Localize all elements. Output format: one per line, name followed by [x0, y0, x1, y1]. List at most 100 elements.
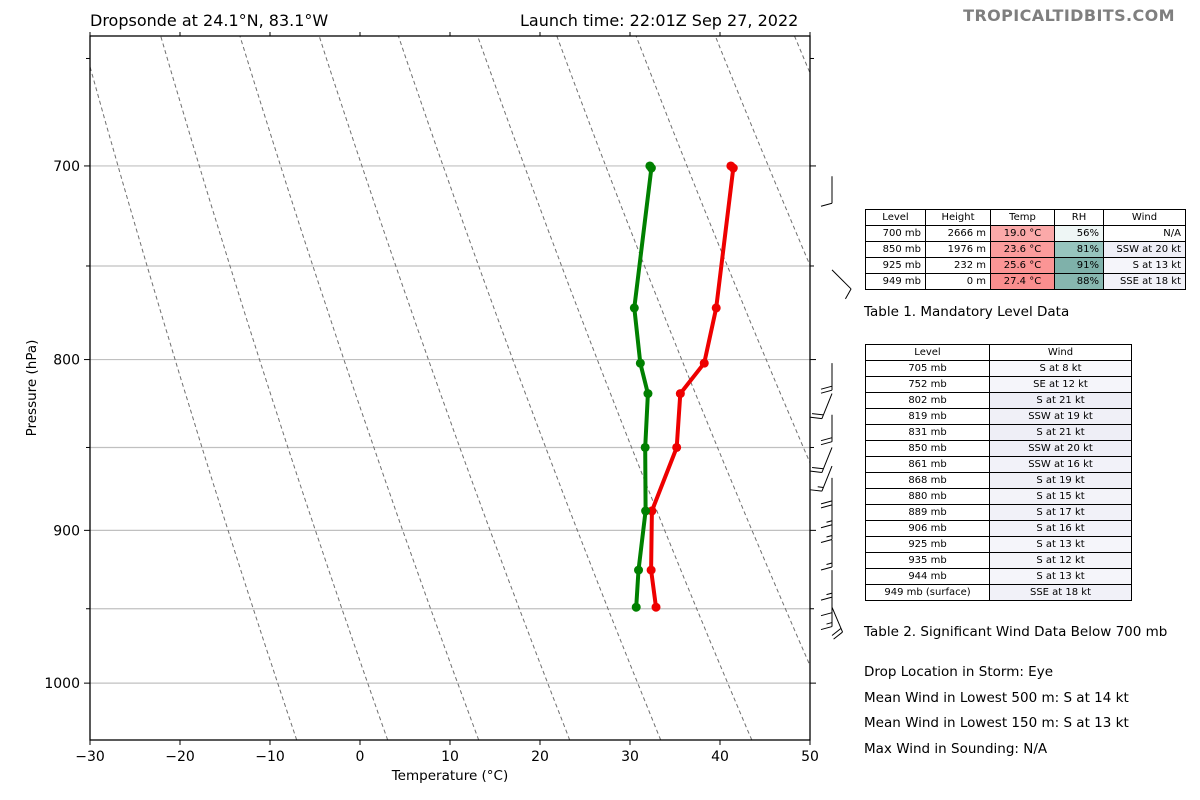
table1-caption: Table 1. Mandatory Level Data: [864, 304, 1070, 320]
barb-staff: [821, 393, 833, 419]
wind-barb: [820, 585, 833, 617]
x-tick-label: 50: [801, 749, 819, 765]
x-tick-label: 20: [531, 749, 549, 765]
cell-level: 935 mb: [865, 552, 990, 569]
chart-title-right: Launch time: 22:01Z Sep 27, 2022: [520, 11, 799, 30]
dry-adiabat-line: [160, 36, 389, 740]
data-point: [711, 303, 721, 313]
barb-feather: [820, 389, 833, 394]
cell-temp: 25.6 °C: [990, 257, 1055, 274]
barb-half-feather: [826, 592, 833, 596]
cell-wind: S at 21 kt: [989, 424, 1132, 441]
barb-staff: [821, 465, 833, 492]
col-header-level: Level: [865, 209, 926, 226]
table-row: 700 mb 2666 m 19.0 °C 56% N/A: [865, 225, 1186, 242]
y-tick-label: 700: [53, 159, 80, 175]
cell-height: 2666 m: [925, 225, 991, 242]
wind-barb: [810, 393, 833, 420]
series-line-1: [632, 164, 654, 608]
x-tick-label: −10: [255, 749, 285, 765]
table-header-row: Level Wind: [865, 344, 1132, 361]
table-row: 949 mb (surface) SSE at 18 kt: [865, 584, 1132, 601]
table-row: 802 mb S at 21 kt: [865, 392, 1132, 409]
cell-level: 925 mb: [865, 257, 926, 274]
cell-level: 889 mb: [865, 504, 990, 521]
data-point: [647, 506, 657, 516]
barb-feather: [810, 470, 822, 474]
table-row: 850 mb 1976 m 23.6 °C 81% SSW at 20 kt: [865, 241, 1186, 258]
cell-temp: 27.4 °C: [990, 273, 1055, 290]
cell-height: 1976 m: [925, 241, 991, 258]
col-header-wind: Wind: [989, 344, 1132, 361]
cell-level: 944 mb: [865, 568, 990, 585]
table-row: 925 mb 232 m 25.6 °C 91% S at 13 kt: [865, 257, 1186, 274]
wind-barb: [810, 465, 833, 492]
cell-wind: S at 21 kt: [989, 392, 1132, 409]
barb-feather: [820, 612, 833, 617]
cell-level: 880 mb: [865, 488, 990, 505]
table-row: 880 mb S at 15 kt: [865, 488, 1132, 505]
barb-half-feather: [817, 486, 824, 488]
data-point: [728, 163, 738, 173]
cell-temp: 23.6 °C: [990, 241, 1055, 258]
cell-wind: SSE at 18 kt: [1103, 273, 1186, 290]
plot-area: [90, 36, 810, 740]
cell-level: 802 mb: [865, 392, 990, 409]
data-point: [635, 358, 645, 368]
cell-level: 819 mb: [865, 408, 990, 425]
cell-height: 0 m: [925, 273, 991, 290]
table-row: 906 mb S at 16 kt: [865, 520, 1132, 537]
chart-title-left: Dropsonde at 24.1°N, 83.1°W: [90, 11, 329, 30]
cell-wind: S at 13 kt: [1103, 257, 1186, 274]
axes-frame: [89, 35, 811, 741]
x-tick-label: 10: [441, 749, 459, 765]
cell-wind: SSW at 16 kt: [989, 456, 1132, 473]
cell-wind: S at 16 kt: [989, 520, 1132, 537]
barb-feather: [810, 416, 822, 420]
dry-adiabat-line: [397, 36, 662, 740]
barb-half-feather: [826, 520, 833, 523]
mandatory-level-table: Level Height Temp RH Wind 700 mb 2666 m 19…: [865, 209, 1186, 290]
cell-rh: 81%: [1054, 241, 1104, 258]
cell-wind: S at 15 kt: [989, 488, 1132, 505]
mean-wind-150-text: Mean Wind in Lowest 150 m: S at 13 kt: [864, 715, 1129, 731]
wind-barb: [831, 269, 852, 300]
table-row: 944 mb S at 13 kt: [865, 568, 1132, 585]
table2-caption: Table 2. Significant Wind Data Below 700…: [864, 624, 1168, 640]
barb-half-feather: [826, 622, 833, 625]
cell-wind: SSW at 19 kt: [989, 408, 1132, 425]
wind-barb: [831, 607, 844, 640]
cell-wind: S at 19 kt: [989, 472, 1132, 489]
cell-wind: SSW at 20 kt: [1103, 241, 1186, 258]
data-point: [675, 389, 685, 399]
table-row: 925 mb S at 13 kt: [865, 536, 1132, 553]
wind-barb: [820, 539, 833, 571]
table-row: 935 mb S at 12 kt: [865, 552, 1132, 569]
table-row: 705 mb S at 8 kt: [865, 360, 1132, 377]
data-point: [631, 602, 641, 612]
barb-feather: [820, 504, 833, 509]
barb-staff: [821, 447, 833, 473]
wind-barb: [810, 447, 833, 474]
wind-barb: [820, 414, 833, 446]
y-tick-label: 800: [53, 353, 80, 369]
data-point: [646, 163, 656, 173]
mean-wind-500-text: Mean Wind in Lowest 500 m: S at 14 kt: [864, 690, 1129, 706]
cell-level: 949 mb (surface): [865, 584, 990, 601]
drop-location-text: Drop Location in Storm: Eye: [864, 664, 1054, 680]
wind-barb: [820, 512, 833, 544]
cell-level: 705 mb: [865, 360, 990, 377]
wind-barb: [820, 599, 833, 631]
cell-wind: SSE at 18 kt: [989, 584, 1132, 601]
x-tick-label: −30: [75, 749, 105, 765]
table-row: 819 mb SSW at 19 kt: [865, 408, 1132, 425]
x-axis-label: Temperature (°C): [391, 768, 509, 784]
data-point: [699, 358, 709, 368]
y-axis-label: Pressure (hPa): [24, 340, 40, 437]
barb-feather: [820, 441, 833, 446]
table-row: 949 mb 0 m 27.4 °C 88% SSE at 18 kt: [865, 273, 1186, 290]
barb-feather: [820, 202, 833, 207]
cell-level: 850 mb: [865, 241, 926, 258]
barb-feather: [820, 437, 833, 442]
